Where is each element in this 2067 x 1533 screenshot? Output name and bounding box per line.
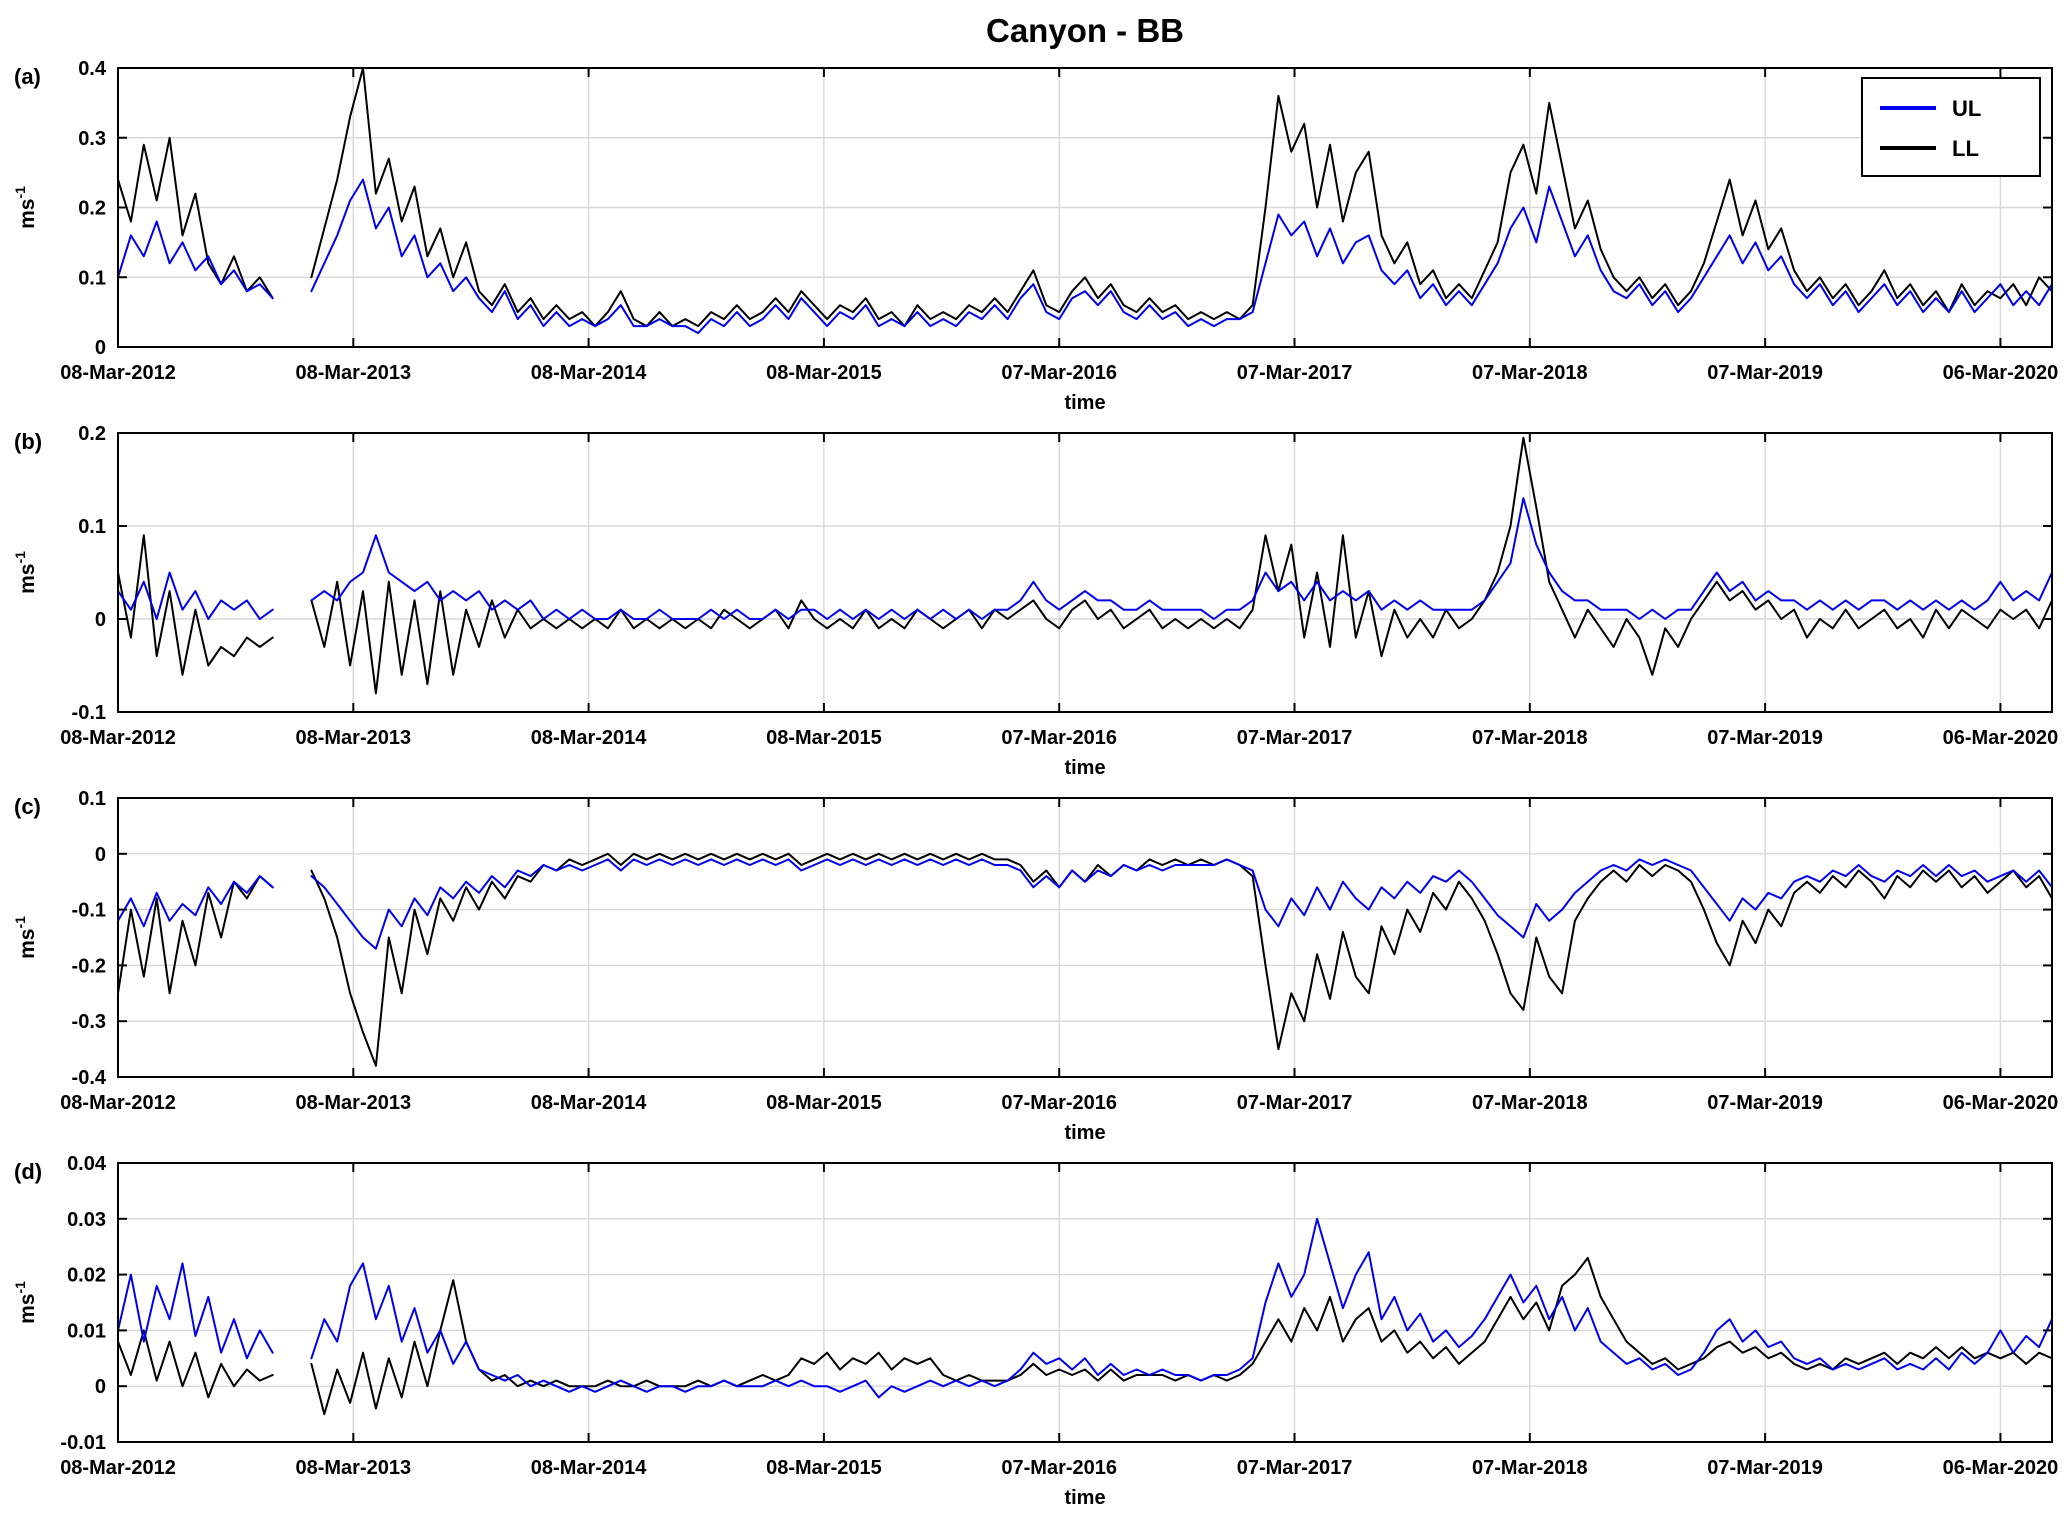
x-tick-label: 07-Mar-2018	[1472, 362, 1588, 384]
y-tick-label: -0.2	[72, 955, 106, 977]
y-tick-label: -0.1	[72, 900, 106, 922]
legend: UL LL	[1861, 77, 2041, 177]
y-tick-label: 0.2	[78, 423, 106, 445]
panel-d: (d) 08-Mar-2012 08-Mar-2013 08-Mar-2014 08-M…	[12, 1153, 2059, 1509]
x-tick-label: 08-Mar-2015	[766, 727, 882, 749]
x-tick-label: 07-Mar-2016	[1001, 1092, 1117, 1114]
series-group	[118, 436, 2052, 695]
y-tick-label: 0	[95, 609, 106, 631]
y-tick-label: -0.3	[72, 1011, 106, 1033]
y-tick-label: 0.01	[67, 1320, 106, 1342]
panel-letter: (d)	[14, 1159, 42, 1184]
x-tick-label: 07-Mar-2017	[1237, 1457, 1353, 1479]
axes-box	[117, 432, 2053, 713]
y-axis-title: ms-1	[12, 186, 39, 229]
panel-c: (c) 08-Mar-2012 08-Mar-2013 08-Mar-2014 08-M…	[12, 788, 2059, 1144]
x-axis-title: time	[1064, 1487, 1105, 1509]
series-group	[118, 1217, 2052, 1416]
x-tick-label: 08-Mar-2012	[60, 362, 176, 384]
x-tick-label: 08-Mar-2012	[60, 1457, 176, 1479]
series-line-LL	[118, 852, 2052, 1067]
x-tick-label: 07-Mar-2018	[1472, 1092, 1588, 1114]
series-group	[118, 68, 2052, 335]
series-line-UL	[118, 858, 2052, 950]
axes-box	[117, 1162, 2053, 1443]
y-tick-label: 0	[95, 844, 106, 866]
x-tick-label: 08-Mar-2012	[60, 727, 176, 749]
y-axis-title: ms-1	[12, 916, 39, 959]
panels-container: (a) 08-Mar-2012 08-Mar-2013 08-Mar-2014 08-M…	[0, 52, 2067, 1512]
x-tick-label: 06-Mar-2020	[1943, 1092, 2059, 1114]
series-line-UL	[118, 497, 2052, 620]
y-tick-label: 0.2	[78, 198, 106, 220]
y-tick-label: 0.03	[67, 1209, 106, 1231]
x-tick-label: 07-Mar-2017	[1237, 727, 1353, 749]
panel-a: (a) 08-Mar-2012 08-Mar-2013 08-Mar-2014 08-M…	[12, 58, 2059, 414]
y-tick-label: 0	[95, 337, 106, 359]
x-tick-label: 07-Mar-2019	[1707, 1092, 1823, 1114]
y-axis-title: ms-1	[12, 1281, 39, 1324]
x-tick-label: 08-Mar-2012	[60, 1092, 176, 1114]
panel-letter: (a)	[14, 64, 41, 89]
y-tick-label: 0.1	[78, 516, 106, 538]
x-tick-label: 08-Mar-2014	[531, 1457, 648, 1479]
y-tick-label: 0.04	[67, 1153, 107, 1175]
y-tick-label: -0.4	[72, 1067, 107, 1089]
x-tick-label: 07-Mar-2017	[1237, 362, 1353, 384]
x-tick-label: 08-Mar-2014	[531, 1092, 648, 1114]
series-group	[118, 852, 2052, 1067]
series-line-LL	[118, 436, 2052, 695]
y-axis-title: ms-1	[12, 551, 39, 594]
y-tick-label: 0	[95, 1376, 106, 1398]
y-tick-label: 0.1	[78, 267, 106, 289]
x-tick-label: 07-Mar-2019	[1707, 1457, 1823, 1479]
x-tick-label: 07-Mar-2016	[1001, 1457, 1117, 1479]
panel-letter: (c)	[14, 794, 41, 819]
x-tick-label: 07-Mar-2018	[1472, 1457, 1588, 1479]
x-tick-label: 08-Mar-2013	[295, 1092, 411, 1114]
series-line-LL	[118, 68, 2052, 328]
x-tick-label: 08-Mar-2013	[295, 727, 411, 749]
y-tick-label: 0.02	[67, 1265, 106, 1287]
x-tick-label: 08-Mar-2015	[766, 1457, 882, 1479]
x-axis-title: time	[1064, 1122, 1105, 1144]
x-tick-label: 06-Mar-2020	[1943, 1457, 2059, 1479]
x-tick-label: 08-Mar-2013	[295, 1457, 411, 1479]
x-tick-label: 07-Mar-2016	[1001, 727, 1117, 749]
x-tick-label: 07-Mar-2019	[1707, 362, 1823, 384]
legend-label-LL: LL	[1952, 136, 1979, 161]
y-tick-label: -0.01	[60, 1432, 106, 1454]
x-axis-title: time	[1064, 392, 1105, 414]
x-tick-label: 07-Mar-2017	[1237, 1092, 1353, 1114]
legend-box	[1861, 77, 2041, 177]
x-tick-label: 08-Mar-2015	[766, 1092, 882, 1114]
x-tick-label: 06-Mar-2020	[1943, 727, 2059, 749]
chart-title: Canyon - BB	[986, 12, 1184, 49]
series-line-UL	[118, 178, 2052, 335]
y-tick-label: 0.3	[78, 128, 106, 150]
x-tick-label: 08-Mar-2014	[531, 362, 648, 384]
x-tick-label: 06-Mar-2020	[1943, 362, 2059, 384]
axes-box	[117, 797, 2053, 1078]
x-tick-label: 08-Mar-2014	[531, 727, 648, 749]
x-tick-label: 07-Mar-2018	[1472, 727, 1588, 749]
y-tick-label: -0.1	[72, 702, 106, 724]
x-tick-label: 08-Mar-2015	[766, 362, 882, 384]
panel-letter: (b)	[14, 429, 42, 454]
x-tick-label: 07-Mar-2019	[1707, 727, 1823, 749]
y-tick-label: 0.4	[78, 58, 107, 80]
panel-b: (b) 08-Mar-2012 08-Mar-2013 08-Mar-2014 08-M…	[12, 423, 2059, 779]
y-tick-label: 0.1	[78, 788, 106, 810]
series-line-UL	[118, 1217, 2052, 1399]
x-axis-title: time	[1064, 757, 1105, 779]
x-tick-label: 08-Mar-2013	[295, 362, 411, 384]
series-line-LL	[118, 1256, 2052, 1416]
legend-label-UL: UL	[1952, 96, 1981, 121]
x-tick-label: 07-Mar-2016	[1001, 362, 1117, 384]
